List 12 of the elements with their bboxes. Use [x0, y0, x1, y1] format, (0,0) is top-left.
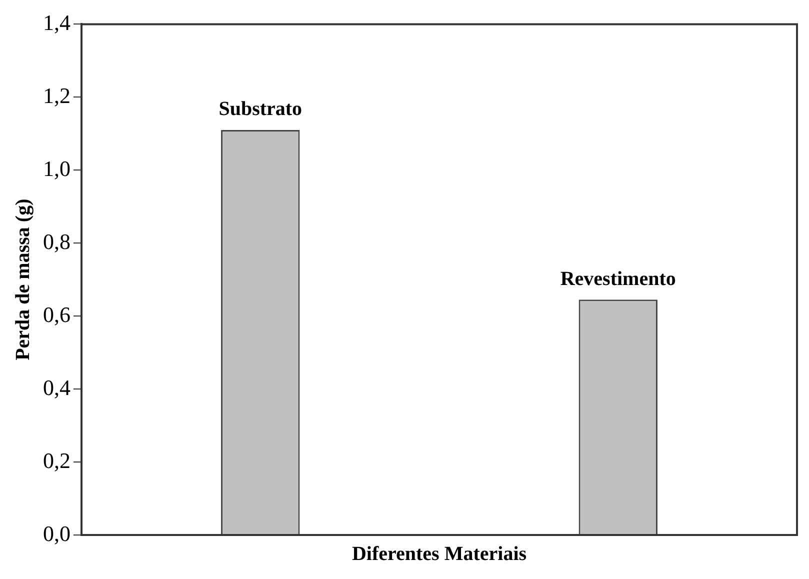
y-axis-title: Perda de massa (g)	[12, 198, 34, 360]
x-tick-label: Substrato	[218, 98, 302, 120]
y-tick-label: 1,0	[43, 156, 70, 181]
x-axis-title: Diferentes Materiais	[352, 543, 527, 566]
x-tick-label: Revestimento	[560, 268, 676, 290]
y-tick-label: 0,0	[43, 520, 70, 546]
y-tick-label: 0,2	[43, 448, 70, 473]
y-tick-label: 1,4	[43, 10, 70, 35]
y-tick-label: 1,2	[43, 82, 70, 108]
y-tick-label: 0,8	[43, 228, 70, 254]
y-tick-label: 0,6	[43, 302, 70, 327]
y-tick-label: 0,4	[43, 374, 70, 400]
